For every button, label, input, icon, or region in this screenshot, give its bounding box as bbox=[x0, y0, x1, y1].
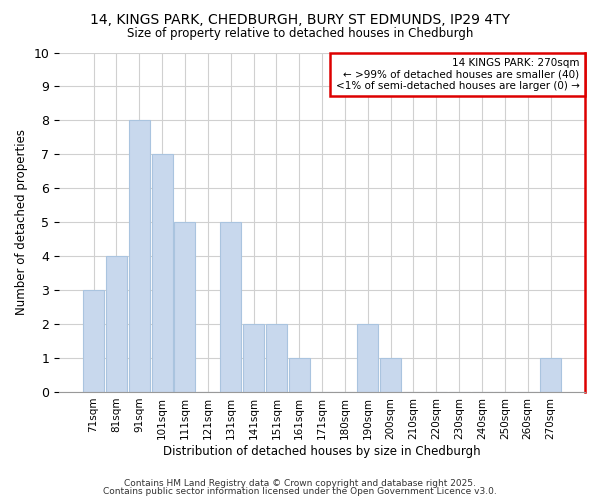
Text: Contains public sector information licensed under the Open Government Licence v3: Contains public sector information licen… bbox=[103, 487, 497, 496]
Bar bbox=[175, 222, 196, 392]
Text: Contains HM Land Registry data © Crown copyright and database right 2025.: Contains HM Land Registry data © Crown c… bbox=[124, 478, 476, 488]
Bar bbox=[540, 358, 561, 392]
Bar bbox=[266, 324, 287, 392]
Bar bbox=[152, 154, 173, 392]
Text: 14, KINGS PARK, CHEDBURGH, BURY ST EDMUNDS, IP29 4TY: 14, KINGS PARK, CHEDBURGH, BURY ST EDMUN… bbox=[90, 12, 510, 26]
Bar bbox=[220, 222, 241, 392]
Bar bbox=[243, 324, 264, 392]
Bar bbox=[380, 358, 401, 392]
Bar bbox=[106, 256, 127, 392]
Y-axis label: Number of detached properties: Number of detached properties bbox=[15, 129, 28, 315]
Text: Size of property relative to detached houses in Chedburgh: Size of property relative to detached ho… bbox=[127, 28, 473, 40]
Bar bbox=[357, 324, 378, 392]
Bar bbox=[129, 120, 150, 392]
Text: 14 KINGS PARK: 270sqm
← >99% of detached houses are smaller (40)
<1% of semi-det: 14 KINGS PARK: 270sqm ← >99% of detached… bbox=[335, 58, 580, 92]
Bar bbox=[289, 358, 310, 392]
X-axis label: Distribution of detached houses by size in Chedburgh: Distribution of detached houses by size … bbox=[163, 444, 481, 458]
Bar bbox=[83, 290, 104, 392]
